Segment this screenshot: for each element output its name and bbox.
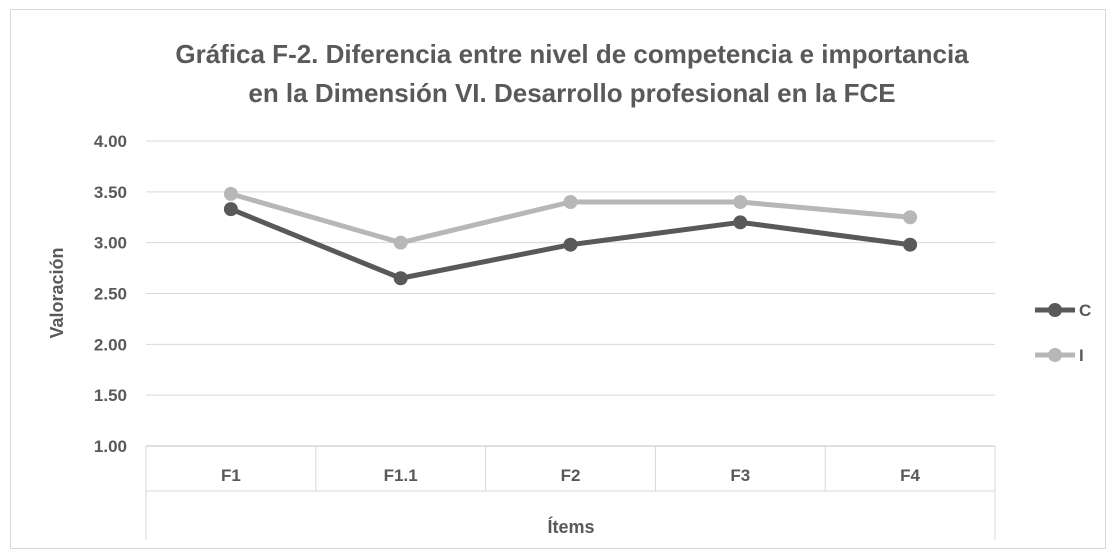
legend-marker-I [1048,348,1062,362]
series-lines [223,186,918,286]
data-point-C [733,215,748,230]
data-point-I [393,235,408,250]
x-tick-label: F3 [730,466,750,485]
y-tick-label: 4.00 [94,132,127,151]
data-point-I [223,186,238,201]
y-axis-label: Valoración [47,247,67,338]
y-tick-label: 3.50 [94,183,127,202]
gridlines [146,140,995,447]
chart-title: Gráfica F-2. Diferencia entre nivel de c… [175,39,969,69]
data-point-C [903,237,918,252]
x-axis-label: Ítems [547,516,594,537]
data-point-I [733,195,748,209]
x-tick-label: F1.1 [384,466,418,485]
axes: 1.00 1.50 2.00 2.50 3.00 3.50 4.00 F1 F1.1 F2 F3 F4 [94,132,996,540]
data-point-C [563,237,578,252]
data-point-I [563,195,578,209]
y-tick-label: 2.00 [94,335,127,354]
data-point-C [393,271,408,286]
x-tick-label: F4 [900,466,920,485]
y-tick-label: 1.50 [94,386,127,405]
legend-label-C: C [1079,301,1091,320]
chart-subtitle: en la Dimensión VI. Desarrollo profesion… [248,78,895,108]
y-tick-label: 1.00 [94,437,127,456]
data-point-C [223,202,238,217]
y-tick-label: 2.50 [94,285,127,304]
legend-label-I: I [1079,346,1084,365]
x-tick-label: F2 [561,466,581,485]
legend: CI [1035,301,1091,365]
legend-marker-C [1048,303,1062,317]
data-point-I [903,210,918,225]
y-tick-label: 3.00 [94,234,127,253]
chart-frame [10,9,1106,549]
x-tick-label: F1 [221,466,241,485]
